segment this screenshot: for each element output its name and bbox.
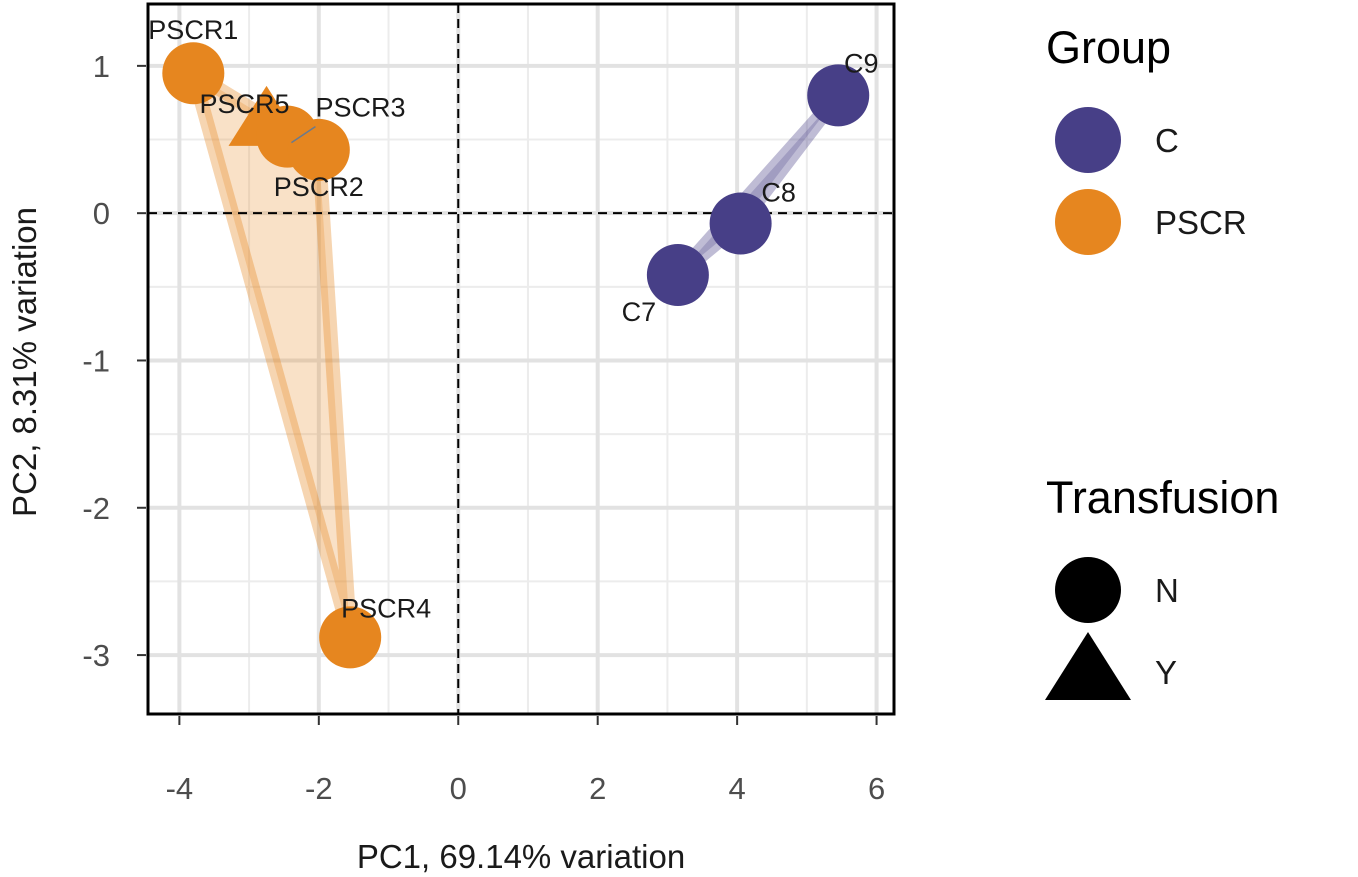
legend-entry-label: Y: [1155, 654, 1177, 691]
point-label-pscr3: PSCR3: [315, 93, 405, 123]
point-label-pscr2: PSCR2: [274, 172, 364, 202]
x-tick-label: 4: [729, 771, 746, 806]
x-tick-label: 6: [868, 771, 885, 806]
y-tick-label: 1: [93, 49, 110, 84]
legend-key-triangle: [1045, 632, 1131, 700]
y-axis-title: PC2, 8.31% variation: [6, 207, 43, 517]
y-tick-label: -1: [82, 343, 110, 378]
plot-panel-border: [146, 2, 896, 716]
x-tick-label: -4: [166, 771, 194, 806]
x-tick-label: 0: [450, 771, 467, 806]
y-tick-label: -3: [82, 638, 110, 673]
legend-title: Transfusion: [1046, 472, 1279, 523]
label-connector: [291, 125, 316, 144]
data-points: [162, 42, 870, 669]
point-c8: [709, 192, 772, 255]
y-tick-label: 0: [93, 196, 110, 231]
point-c9: [807, 64, 870, 127]
legend-title: Group: [1046, 22, 1171, 73]
point-label-c8: C8: [761, 177, 796, 207]
axis-ticks: -4 -2 0 2 4 6 -3 -2 -1 0 1: [82, 49, 885, 806]
y-tick-label: -2: [82, 491, 110, 526]
point-labels: PSCR1 PSCR5 PSCR3 PSCR2 PSCR4 C7 C8 C9: [148, 15, 878, 623]
legend-entry-label: C: [1155, 122, 1179, 159]
point-label-pscr1: PSCR1: [148, 15, 238, 45]
legend-key-circle: [1055, 189, 1121, 255]
point-pscr1: [162, 42, 225, 105]
x-tick-label: 2: [589, 771, 606, 806]
point-label-c7: C7: [622, 297, 657, 327]
legend-key-circle: [1055, 557, 1121, 623]
x-tick-label: -2: [305, 771, 333, 806]
legend-key-circle: [1055, 107, 1121, 173]
point-label-pscr5: PSCR5: [200, 89, 290, 119]
legend-entry-label: N: [1155, 572, 1179, 609]
point-label-c9: C9: [844, 48, 879, 78]
legend: Group C PSCR Transfusion N Y: [1045, 22, 1279, 700]
point-c7: [646, 244, 709, 307]
legend-group: Group C PSCR: [1046, 22, 1247, 255]
point-pscr4: [319, 606, 382, 669]
point-label-pscr4: PSCR4: [341, 593, 431, 623]
x-axis-title: PC1, 69.14% variation: [357, 838, 685, 875]
legend-entry-label: PSCR: [1155, 204, 1247, 241]
legend-transfusion: Transfusion N Y: [1045, 472, 1279, 700]
